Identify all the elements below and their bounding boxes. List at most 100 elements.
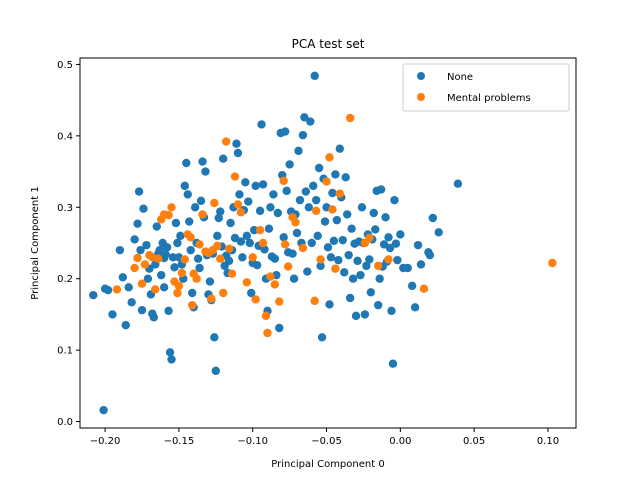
data-point-series-0-11 <box>133 219 142 228</box>
data-point-series-0-84 <box>241 178 250 187</box>
x-tick-label-2: −0.10 <box>237 436 268 447</box>
data-point-series-0-45 <box>183 190 192 199</box>
data-point-series-1-3 <box>137 279 147 288</box>
data-point-series-0-144 <box>329 236 339 246</box>
data-point-series-1-12 <box>167 203 176 212</box>
data-point-series-0-162 <box>356 270 365 280</box>
x-axis-ticks: −0.20 −0.15 −0.10 −0.05 0.00 0.05 0.10 <box>90 428 559 447</box>
data-point-series-0-94 <box>255 206 265 216</box>
data-point-series-0-185 <box>390 195 399 205</box>
data-point-series-0-125 <box>301 187 311 196</box>
data-point-series-0-40 <box>176 231 185 241</box>
data-point-series-0-129 <box>307 238 316 248</box>
x-tick-label-4: 0.00 <box>389 436 411 447</box>
data-point-series-1-48 <box>275 297 284 306</box>
data-point-series-0-126 <box>303 267 312 276</box>
data-point-series-1-11 <box>164 210 173 220</box>
data-point-series-1-0 <box>112 285 122 294</box>
data-point-series-0-57 <box>201 167 210 176</box>
data-point-series-0-21 <box>149 313 159 322</box>
data-point-series-0-90 <box>249 225 259 235</box>
y-tick-label-0: 0.0 <box>57 417 73 428</box>
data-point-series-0-101 <box>266 203 275 212</box>
data-point-series-0-65 <box>213 231 222 241</box>
data-point-series-0-44 <box>182 158 191 168</box>
data-point-series-0-136 <box>317 333 327 342</box>
data-point-series-0-35 <box>168 253 178 262</box>
data-point-series-0-107 <box>275 323 284 333</box>
legend-marker-mental-problems <box>417 93 425 101</box>
data-point-series-0-176 <box>376 185 386 194</box>
data-point-series-0-80 <box>235 190 244 199</box>
data-point-series-0-106 <box>273 208 283 218</box>
data-point-series-0-15 <box>139 204 148 213</box>
data-point-series-0-86 <box>244 197 253 206</box>
data-point-series-0-2 <box>103 285 113 295</box>
data-point-series-1-61 <box>331 264 340 273</box>
data-point-series-0-140 <box>323 243 333 252</box>
data-point-series-0-5 <box>115 245 125 255</box>
data-point-series-0-43 <box>180 181 190 191</box>
data-point-series-0-153 <box>342 210 352 219</box>
data-point-series-0-8 <box>124 283 133 292</box>
data-point-series-0-141 <box>325 300 334 309</box>
data-point-series-0-31 <box>162 243 172 252</box>
data-point-series-1-44 <box>261 311 271 321</box>
data-point-series-0-133 <box>313 231 322 241</box>
data-point-series-1-51 <box>283 262 293 271</box>
data-point-series-0-55 <box>198 157 207 166</box>
data-point-series-0-47 <box>186 245 195 255</box>
y-tick-label-5: 0.5 <box>57 60 73 71</box>
data-point-series-0-92 <box>252 260 262 270</box>
data-point-series-1-57 <box>316 255 325 264</box>
x-tick-label-3: −0.05 <box>311 436 342 447</box>
data-point-series-0-132 <box>311 195 321 205</box>
data-point-series-0-36 <box>170 263 179 272</box>
data-point-series-0-165 <box>360 310 370 319</box>
data-point-series-1-4 <box>140 260 150 269</box>
data-point-series-0-34 <box>167 355 176 364</box>
data-point-series-0-166 <box>362 261 371 271</box>
data-point-series-0-25 <box>155 245 164 255</box>
data-point-series-0-0 <box>89 290 98 300</box>
data-point-series-1-30 <box>213 241 222 251</box>
data-point-series-0-54 <box>196 196 206 206</box>
legend-label-none: None <box>447 72 473 83</box>
data-point-series-1-67 <box>384 255 393 264</box>
data-point-series-0-193 <box>416 260 426 269</box>
data-point-series-0-60 <box>205 277 215 286</box>
data-point-series-0-63 <box>210 333 219 342</box>
data-point-series-0-175 <box>375 274 384 283</box>
data-point-series-0-152 <box>341 173 350 182</box>
data-point-series-1-20 <box>187 300 197 310</box>
data-point-series-1-55 <box>310 296 319 306</box>
data-point-series-0-26 <box>156 270 166 280</box>
data-point-series-0-10 <box>130 235 139 244</box>
x-tick-label-0: −0.20 <box>90 436 121 447</box>
plot-frame <box>79 57 577 429</box>
data-point-series-0-156 <box>347 224 356 233</box>
data-point-series-0-67 <box>216 207 225 216</box>
data-point-series-0-53 <box>195 263 204 273</box>
data-point-series-0-95 <box>257 120 266 129</box>
data-point-series-0-163 <box>357 203 367 212</box>
data-point-series-1-7 <box>151 285 160 294</box>
data-point-series-0-104 <box>270 254 280 263</box>
data-point-series-0-74 <box>226 218 235 228</box>
data-point-series-0-168 <box>365 255 374 264</box>
data-point-series-0-23 <box>152 222 161 231</box>
data-point-series-0-78 <box>232 139 241 148</box>
data-point-series-1-19 <box>186 233 195 242</box>
data-point-series-0-169 <box>366 288 376 297</box>
data-point-series-0-33 <box>165 348 175 357</box>
data-point-series-1-45 <box>263 328 272 338</box>
data-point-series-1-43 <box>258 238 268 248</box>
data-point-series-0-130 <box>309 181 318 191</box>
data-point-series-0-91 <box>251 181 260 191</box>
data-point-series-1-40 <box>248 253 257 262</box>
data-point-series-0-48 <box>187 288 197 298</box>
data-point-series-1-22 <box>192 274 201 283</box>
data-point-series-1-8 <box>154 254 163 263</box>
data-point-series-0-151 <box>340 268 349 277</box>
